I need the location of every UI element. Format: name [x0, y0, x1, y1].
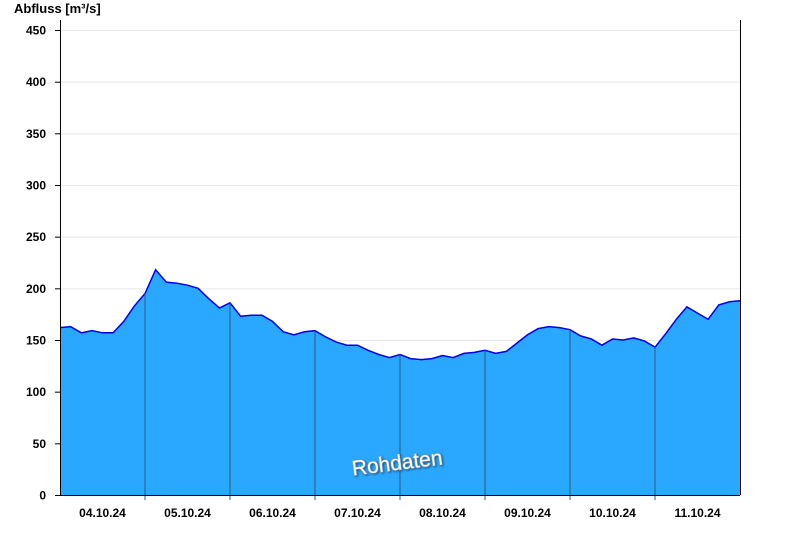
x-tick-label: 11.10.24: [674, 506, 720, 520]
x-tick-label: 04.10.24: [79, 506, 126, 520]
y-tick-label: 50: [33, 437, 47, 451]
x-tick-label: 10.10.24: [589, 506, 636, 520]
y-tick-label: 150: [26, 334, 46, 348]
y-tick-label: 450: [26, 24, 46, 38]
y-tick-label: 400: [26, 75, 46, 89]
x-tick-label: 07.10.24: [334, 506, 381, 520]
x-tick-label: 05.10.24: [164, 506, 211, 520]
y-tick-label: 250: [26, 230, 46, 244]
x-tick-label: 08.10.24: [419, 506, 466, 520]
y-tick-label: 100: [26, 385, 46, 399]
y-axis-title: Abfluss [m³/s]: [14, 1, 101, 16]
y-tick-label: 200: [26, 282, 46, 296]
y-tick-label: 300: [26, 179, 46, 193]
x-tick-label: 06.10.24: [249, 506, 296, 520]
y-tick-label: 350: [26, 127, 46, 141]
x-tick-label: 09.10.24: [504, 506, 551, 520]
y-tick-label: 0: [39, 489, 46, 503]
